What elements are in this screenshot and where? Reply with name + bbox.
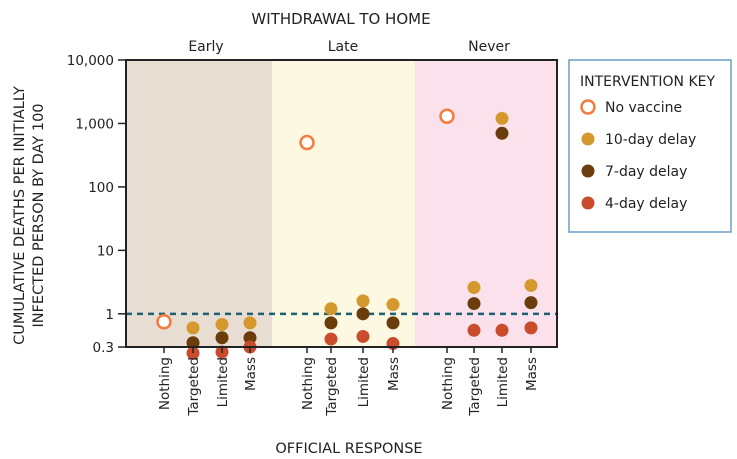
point-7-day-delay xyxy=(524,296,538,310)
legend-label-10-day-delay: 10-day delay xyxy=(605,132,696,148)
point-10-day-delay xyxy=(524,278,538,292)
legend-label-4-day-delay: 4-day delay xyxy=(605,196,687,212)
x-axis: Nothing Targeted Limited Mass Nothing Targete… xyxy=(157,347,540,417)
group-label-never: Never xyxy=(468,39,510,55)
legend-items: No vaccine 10-day delay 7-day delay 4-day d… xyxy=(580,99,696,212)
y-tick-label: 100 xyxy=(88,180,114,196)
legend-marker-4-day-delay xyxy=(581,196,595,210)
point-10-day-delay xyxy=(324,302,338,316)
y-tick-label: 10 xyxy=(97,243,114,259)
point-10-day-delay xyxy=(495,111,509,125)
x-tick-label-targeted: Targeted xyxy=(186,357,202,417)
point-4-day-delay xyxy=(356,329,370,343)
legend-label-no-vaccine: No vaccine xyxy=(605,100,682,116)
legend-marker-no-vaccine xyxy=(580,99,596,115)
y-tick-label: 1 xyxy=(105,307,114,323)
plot-frame xyxy=(125,59,558,348)
x-tick-label-nothing: Nothing xyxy=(157,357,173,410)
point-10-day-delay xyxy=(467,280,481,294)
point-4-day-delay xyxy=(495,323,509,337)
point-10-day-delay xyxy=(356,294,370,308)
point-7-day-delay xyxy=(243,331,257,345)
x-tick-label-targeted: Targeted xyxy=(324,357,340,417)
point-7-day-delay xyxy=(356,307,370,321)
y-tick-label: 1,000 xyxy=(75,116,114,132)
x-tick-label-limited: Limited xyxy=(215,357,231,407)
group-label-late: Late xyxy=(328,39,358,55)
legend-box xyxy=(568,59,732,233)
y-tick-label: 0.3 xyxy=(93,340,114,356)
group-band-early xyxy=(126,60,272,347)
point-7-day-delay xyxy=(324,316,338,330)
legend: INTERVENTION KEY No vaccine 10-day delay 7… xyxy=(568,59,732,233)
point-4-day-delay xyxy=(324,332,338,346)
x-tick-label-mass: Mass xyxy=(386,357,402,391)
legend-marker-10-day-delay xyxy=(581,132,595,146)
point-4-day-delay xyxy=(467,323,481,337)
group-backgrounds xyxy=(126,60,557,347)
y-tick-label: 10,000 xyxy=(67,53,114,69)
point-10-day-delay xyxy=(215,317,229,331)
chart-title: WITHDRAWAL TO HOME xyxy=(251,10,430,28)
x-tick-label-limited: Limited xyxy=(356,357,372,407)
point-no-vaccine xyxy=(439,108,455,124)
group-label-early: Early xyxy=(188,39,223,55)
legend-label-7-day-delay: 7-day delay xyxy=(605,164,687,180)
point-7-day-delay xyxy=(495,126,509,140)
data-points xyxy=(156,108,538,360)
legend-marker-7-day-delay xyxy=(581,164,595,178)
group-labels: Early Late Never xyxy=(188,39,510,55)
y-axis: 10,000 1,000 100 10 1 0.3 xyxy=(67,53,126,356)
point-10-day-delay xyxy=(243,316,257,330)
x-tick-label-mass: Mass xyxy=(524,357,540,391)
point-no-vaccine xyxy=(299,134,315,151)
x-tick-label-nothing: Nothing xyxy=(300,357,316,410)
x-tick-label-limited: Limited xyxy=(495,357,511,407)
x-tick-label-targeted: Targeted xyxy=(467,357,483,417)
point-4-day-delay xyxy=(524,321,538,335)
x-tick-label-mass: Mass xyxy=(243,357,259,391)
point-7-day-delay xyxy=(467,297,481,311)
point-no-vaccine xyxy=(156,313,172,330)
point-10-day-delay xyxy=(186,321,200,335)
x-tick-label-nothing: Nothing xyxy=(440,357,456,410)
point-7-day-delay xyxy=(386,316,400,330)
y-axis-label-line-2: INFECTED PERSON BY DAY 100 xyxy=(31,103,47,327)
legend-title: INTERVENTION KEY xyxy=(580,74,716,90)
point-7-day-delay xyxy=(215,331,229,345)
point-10-day-delay xyxy=(386,298,400,312)
x-axis-label: OFFICIAL RESPONSE xyxy=(275,441,422,457)
point-4-day-delay xyxy=(186,346,200,360)
y-axis-label-line-1: CUMULATIVE DEATHS PER INITIALLY xyxy=(12,86,28,345)
